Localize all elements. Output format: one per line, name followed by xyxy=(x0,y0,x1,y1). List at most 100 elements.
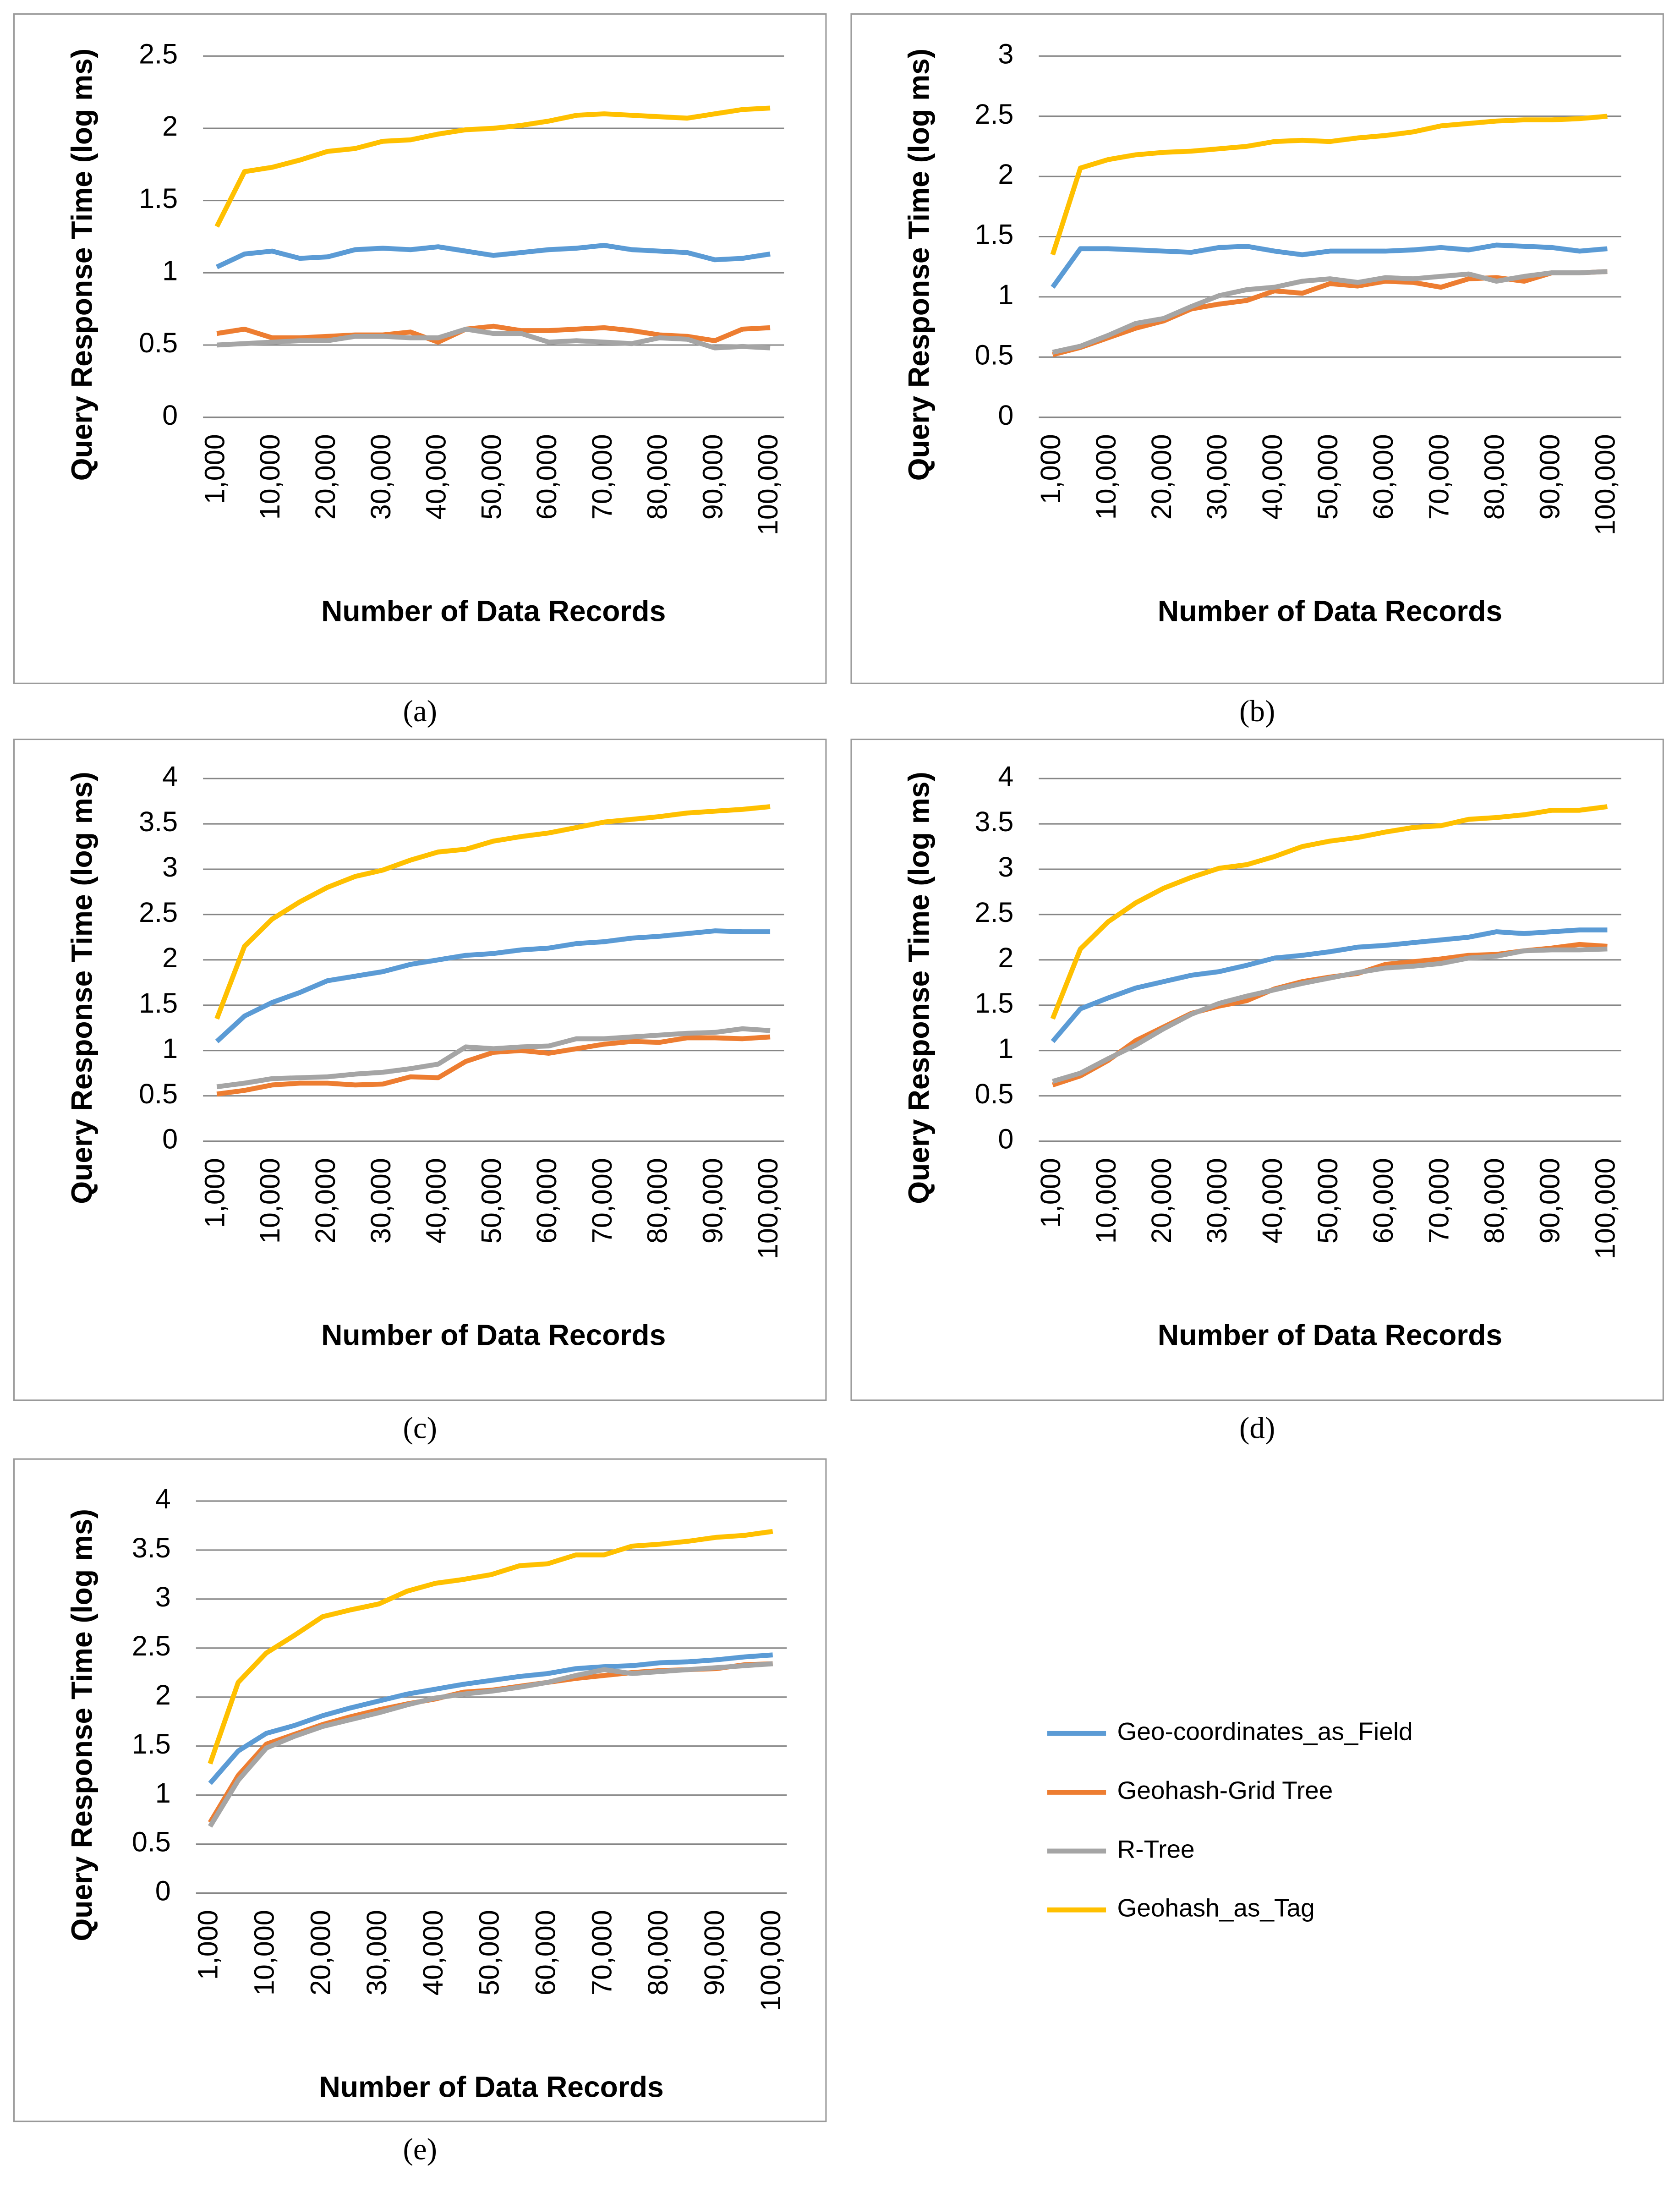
y-tick-label: 2 xyxy=(998,942,1013,973)
x-tick-label: 10,000 xyxy=(1090,1158,1122,1244)
x-tick-label: 10,000 xyxy=(254,1158,285,1244)
series-line xyxy=(1050,114,1608,256)
panel-caption: (e) xyxy=(403,2132,437,2166)
x-tick-label: 50,000 xyxy=(1312,1158,1343,1244)
series-line xyxy=(208,1661,773,1828)
x-axis-title: Number of Data Records xyxy=(321,1318,666,1351)
panel-frame xyxy=(13,1458,827,2122)
x-tick-label: 20,000 xyxy=(310,434,341,520)
y-tick-label: 2.5 xyxy=(139,38,178,69)
x-tick-label: 80,000 xyxy=(642,1158,673,1244)
x-tick-label: 30,000 xyxy=(365,434,396,520)
y-axis-title: Query Response Time (log ms) xyxy=(903,772,936,1204)
panel-caption: (b) xyxy=(1239,694,1275,728)
y-tick-label: 3 xyxy=(998,38,1013,69)
y-tick-label: 0 xyxy=(162,400,178,431)
x-tick-label: 30,000 xyxy=(365,1158,396,1244)
x-tick-label: 30,000 xyxy=(1201,1158,1232,1244)
panel-caption: (d) xyxy=(1239,1411,1275,1445)
y-tick-label: 2.5 xyxy=(139,897,178,928)
y-tick-label: 0 xyxy=(998,400,1013,431)
legend-label: Geo-coordinates_as_Field xyxy=(1117,1717,1413,1746)
x-axis-title: Number of Data Records xyxy=(321,594,666,627)
y-tick-label: 0.5 xyxy=(974,339,1013,370)
y-tick-label: 1.5 xyxy=(139,183,178,214)
x-tick-label: 50,000 xyxy=(476,434,507,520)
y-axis-title: Query Response Time (log ms) xyxy=(903,49,936,481)
x-tick-label: 30,000 xyxy=(1201,434,1232,520)
x-tick-label: 40,000 xyxy=(1257,1158,1288,1244)
x-tick-label: 50,000 xyxy=(474,1910,505,1995)
x-axis-title: Number of Data Records xyxy=(1158,1318,1502,1351)
x-tick-label: 20,000 xyxy=(1146,434,1177,520)
series-line xyxy=(1050,804,1608,1020)
x-tick-label: 30,000 xyxy=(361,1910,392,1995)
x-tick-label: 60,000 xyxy=(531,1158,562,1244)
y-tick-label: 2.5 xyxy=(974,99,1013,130)
series-line xyxy=(208,1652,773,1785)
y-tick-label: 4 xyxy=(998,761,1013,792)
y-tick-label: 2 xyxy=(162,942,178,973)
x-tick-label: 10,000 xyxy=(1090,434,1122,520)
y-tick-label: 3 xyxy=(998,851,1013,883)
x-tick-label: 100,000 xyxy=(1590,1158,1621,1259)
series-line xyxy=(217,326,771,351)
series-line xyxy=(216,243,771,269)
x-tick-label: 80,000 xyxy=(642,1910,673,1995)
x-tick-label: 80,000 xyxy=(1478,434,1510,520)
series-line xyxy=(208,1661,773,1824)
x-tick-label: 20,000 xyxy=(305,1910,336,1995)
y-tick-label: 1.5 xyxy=(974,219,1013,250)
y-tick-label: 2.5 xyxy=(132,1630,171,1661)
y-tick-label: 0.5 xyxy=(139,1078,178,1109)
y-axis-title: Query Response Time (log ms) xyxy=(65,49,98,481)
x-tick-label: 80,000 xyxy=(642,434,673,520)
x-tick-label: 1,000 xyxy=(1035,1158,1066,1228)
x-tick-label: 80,000 xyxy=(1478,1158,1510,1244)
y-tick-label: 0 xyxy=(155,1875,171,1907)
x-tick-label: 50,000 xyxy=(476,1158,507,1244)
x-tick-label: 10,000 xyxy=(254,434,285,520)
y-tick-label: 2 xyxy=(162,110,178,142)
series-line xyxy=(1052,942,1608,1087)
series-line xyxy=(1052,269,1608,355)
y-tick-label: 0 xyxy=(162,1124,178,1155)
series-line xyxy=(1051,242,1608,289)
series-line xyxy=(208,1529,773,1765)
x-tick-label: 100,000 xyxy=(1590,434,1621,535)
y-tick-label: 0.5 xyxy=(139,327,178,358)
x-tick-label: 90,000 xyxy=(1534,1158,1565,1244)
y-tick-label: 1.5 xyxy=(139,987,178,1019)
x-tick-label: 20,000 xyxy=(1146,1158,1177,1244)
series-line xyxy=(1052,946,1608,1084)
x-tick-label: 70,000 xyxy=(1423,434,1454,520)
panel-caption: (c) xyxy=(403,1411,437,1445)
x-tick-label: 40,000 xyxy=(421,1158,452,1244)
series-line xyxy=(1052,269,1608,357)
panel-frame xyxy=(850,13,1664,684)
x-tick-label: 60,000 xyxy=(1368,1158,1399,1244)
series-line xyxy=(216,323,771,345)
x-tick-label: 70,000 xyxy=(586,1158,618,1244)
y-tick-label: 2 xyxy=(155,1679,171,1710)
series-line xyxy=(216,1034,771,1096)
x-axis-title: Number of Data Records xyxy=(1158,594,1502,627)
x-tick-label: 1,000 xyxy=(1035,434,1066,504)
y-tick-label: 1 xyxy=(162,255,178,286)
y-tick-label: 0 xyxy=(998,1124,1013,1155)
y-tick-label: 1 xyxy=(998,279,1013,310)
y-axis-title: Query Response Time (log ms) xyxy=(65,1509,98,1941)
y-tick-label: 1.5 xyxy=(974,987,1013,1019)
x-tick-label: 1,000 xyxy=(199,434,230,504)
x-tick-label: 60,000 xyxy=(531,434,562,520)
x-tick-label: 100,000 xyxy=(752,434,783,535)
series-line xyxy=(215,928,771,1043)
y-tick-label: 0.5 xyxy=(132,1826,171,1858)
series-line xyxy=(1051,927,1608,1043)
y-tick-label: 3 xyxy=(155,1581,171,1612)
x-tick-label: 40,000 xyxy=(421,434,452,520)
x-tick-label: 40,000 xyxy=(1257,434,1288,520)
x-axis-title: Number of Data Records xyxy=(319,2070,663,2103)
series-line xyxy=(214,804,771,1020)
y-tick-label: 3.5 xyxy=(974,806,1013,837)
